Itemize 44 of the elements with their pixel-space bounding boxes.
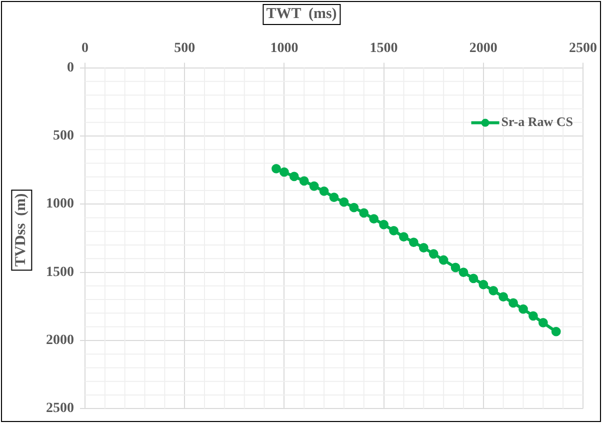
x-tick-label: 2500 <box>569 41 597 56</box>
point <box>389 226 398 236</box>
y-axis-title: TVDss (m) <box>10 189 32 271</box>
x-tick-label: 0 <box>82 41 88 56</box>
y-tick-label: 0 <box>67 60 74 76</box>
point <box>329 192 339 202</box>
x-tick-label: 1000 <box>270 41 298 56</box>
point <box>551 326 561 336</box>
point <box>528 311 538 321</box>
point <box>458 268 468 277</box>
point <box>428 249 438 259</box>
point <box>379 220 388 230</box>
point <box>450 262 460 272</box>
point <box>478 280 488 290</box>
y-tick-label: 2000 <box>46 333 74 348</box>
x-axis-title: TWT (ms) <box>262 4 341 25</box>
point <box>508 298 518 308</box>
point <box>538 318 548 328</box>
point <box>498 292 508 302</box>
point <box>272 164 281 174</box>
legend-label: Sr-a Raw CS <box>501 114 574 130</box>
point <box>299 176 309 186</box>
point <box>468 274 478 284</box>
point <box>309 181 319 191</box>
x-tick-label: 2000 <box>469 41 498 56</box>
y-tick-label: 2500 <box>46 401 74 416</box>
x-tick-label: 1500 <box>370 41 398 56</box>
point <box>349 202 359 212</box>
point <box>418 243 428 252</box>
y-tick-label: 1500 <box>46 264 74 280</box>
point <box>369 214 379 224</box>
point <box>438 255 448 265</box>
point <box>408 238 418 247</box>
point <box>319 186 329 196</box>
y-tick-label: 1000 <box>46 196 74 212</box>
point <box>488 286 498 296</box>
point <box>399 232 408 242</box>
point <box>518 304 528 314</box>
point <box>339 197 349 207</box>
x-tick-label: 500 <box>174 41 196 56</box>
point <box>289 172 299 182</box>
point <box>280 167 289 177</box>
y-tick-label: 500 <box>53 128 74 144</box>
point <box>359 208 369 218</box>
